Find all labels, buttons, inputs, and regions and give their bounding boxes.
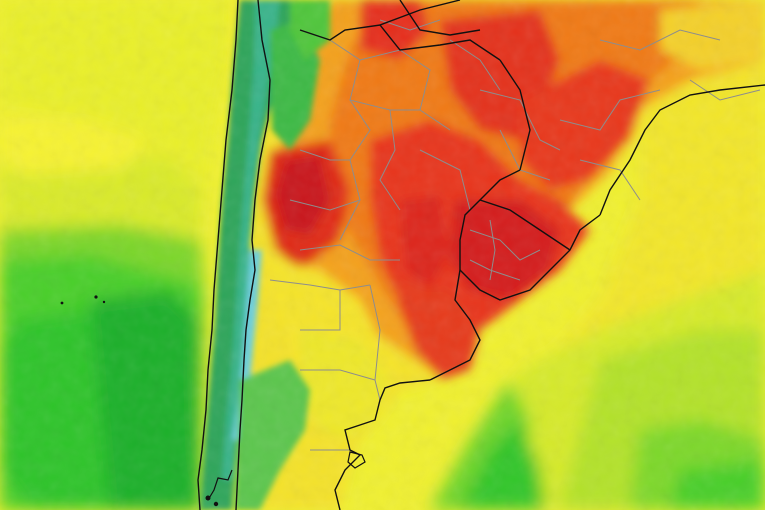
brazil-atlantic-coast: [599, 84, 765, 216]
rio-de-la-plata-coast: [429, 269, 481, 381]
uruguay-north-border: [479, 199, 571, 251]
bolivia-brazil-border: [399, 0, 481, 36]
islands: [60, 295, 219, 507]
chile-argentina-border: [235, 0, 271, 510]
paraguay-border: [379, 0, 461, 26]
uruguay-border: [459, 214, 601, 301]
argentina-atlantic-coast: [334, 379, 431, 510]
argentina-north-border: [299, 24, 501, 61]
coast-details: [207, 451, 366, 501]
paraguay-brazil-border: [499, 59, 531, 171]
country-borders: [197, 0, 765, 510]
argentina-brazil-border: [459, 169, 521, 270]
province-borders: [269, 19, 761, 451]
chile-pacific-coastline: [197, 0, 239, 510]
